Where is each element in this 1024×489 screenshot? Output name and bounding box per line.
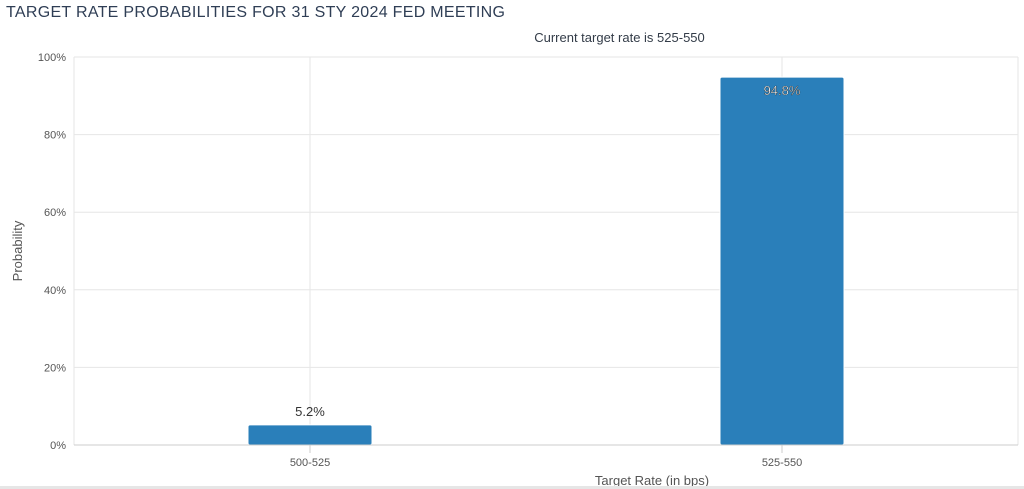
y-axis-ticks: 0% 20% 40% 60% 80% 100% <box>38 52 66 452</box>
bars: 5.2% 94.8% <box>247 76 845 446</box>
y-tick-label: 80% <box>44 130 66 142</box>
bar-525-550[interactable] <box>719 76 845 446</box>
y-tick-label: 20% <box>44 362 66 374</box>
y-axis-title: Probability <box>10 220 25 281</box>
x-tick-label: 525-550 <box>762 457 802 469</box>
y-tick-label: 40% <box>44 285 66 297</box>
bar-500-525[interactable] <box>247 424 373 446</box>
y-tick-label: 0% <box>50 440 66 452</box>
y-tick-label: 60% <box>44 207 66 219</box>
x-axis-title: Target Rate (in bps) <box>595 473 709 488</box>
x-tick-label: 500-525 <box>290 457 330 469</box>
bottom-scroll-strip <box>0 486 1024 489</box>
chart-title: TARGET RATE PROBABILITIES FOR 31 STY 202… <box>6 4 506 21</box>
bar-data-label: 94.8% <box>764 83 801 98</box>
grid-layer <box>73 56 1019 446</box>
chart-subtitle: Current target rate is 525-550 <box>534 30 705 45</box>
bar-data-label: 5.2% <box>295 404 325 419</box>
x-axis-ticks: 500-525 525-550 <box>290 445 802 469</box>
y-tick-label: 100% <box>38 52 66 64</box>
